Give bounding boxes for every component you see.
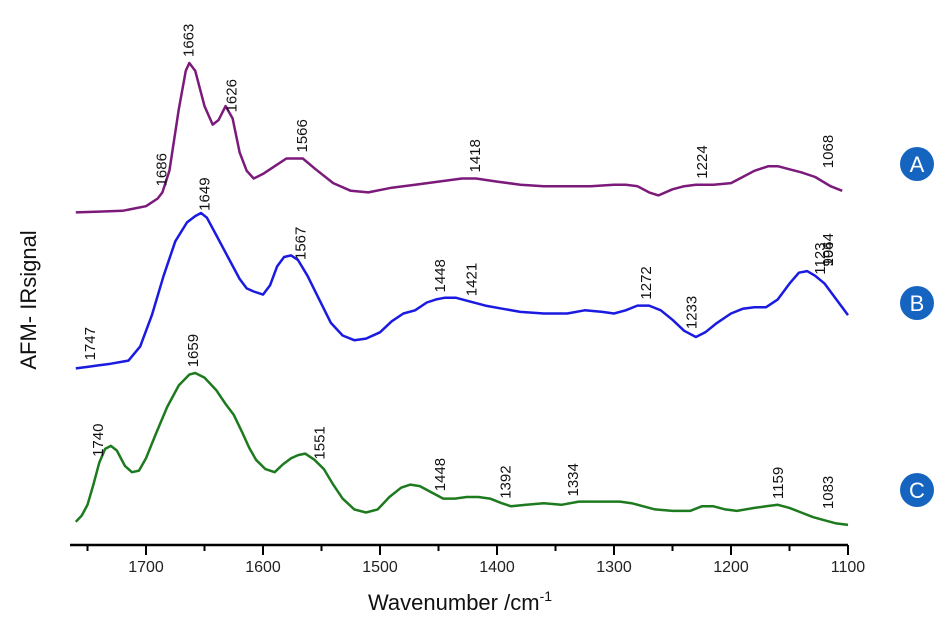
peak-label: 1421 xyxy=(463,263,480,296)
y-axis-title: AFM- IRsignal xyxy=(16,230,41,369)
x-tick-label: 1300 xyxy=(596,559,632,576)
peak-label: 1663 xyxy=(180,24,197,57)
peak-label: 1659 xyxy=(185,334,202,367)
peak-label: 1566 xyxy=(294,119,311,152)
series-badge-label: C xyxy=(909,478,925,503)
series-layer xyxy=(74,61,850,527)
series-badge-c xyxy=(900,473,934,507)
peak-label: 1448 xyxy=(432,458,449,491)
peak-label: 1272 xyxy=(638,266,655,299)
series-badge-a xyxy=(900,147,934,181)
peak-label: 1551 xyxy=(311,426,328,459)
x-tick-label: 1200 xyxy=(713,559,749,576)
x-tick-label: 1600 xyxy=(245,559,281,576)
series-line-b xyxy=(75,211,850,370)
x-tick-label: 1700 xyxy=(128,559,164,576)
peak-label: 1068 xyxy=(820,135,837,168)
x-tick-label: 1500 xyxy=(362,559,398,576)
peak-label: 1233 xyxy=(683,296,700,329)
series-badge-layer: A B C xyxy=(900,147,934,507)
peak-label: 1649 xyxy=(197,177,214,210)
series-line-a xyxy=(75,61,843,214)
peak-label: 1567 xyxy=(293,227,310,260)
peak-label: 1123 xyxy=(812,242,829,274)
series-badge-label: A xyxy=(910,152,925,177)
peak-label: 1418 xyxy=(467,139,484,172)
x-tick-label: 1100 xyxy=(831,559,866,576)
x-tick-label: 1400 xyxy=(479,559,515,576)
peak-label: 1224 xyxy=(694,145,711,178)
peak-label-layer: 1686 1663 1626 1566 1418 1224 1068 1747 1649 1567… xyxy=(82,24,837,509)
series-line-c xyxy=(74,371,849,527)
peak-label: 1392 xyxy=(497,465,514,498)
peak-label: 1159 xyxy=(770,467,787,499)
peak-label: 1747 xyxy=(82,327,99,360)
peak-label: 1334 xyxy=(565,463,582,496)
peak-label: 1626 xyxy=(224,79,241,112)
x-axis: 1700 1600 1500 1400 1300 1200 1100 xyxy=(70,543,866,576)
series-badge-label: B xyxy=(910,291,925,316)
peak-label: 1448 xyxy=(432,259,449,292)
series-badge-b xyxy=(900,286,934,320)
x-axis-title: Wavenumber /cm-1 xyxy=(368,588,552,615)
peak-label: 1686 xyxy=(153,153,170,186)
peak-label: 1064 xyxy=(820,233,837,266)
peak-label: 1740 xyxy=(90,424,107,457)
peak-label: 1083 xyxy=(820,476,837,509)
peak-label: 994 xyxy=(820,241,837,266)
